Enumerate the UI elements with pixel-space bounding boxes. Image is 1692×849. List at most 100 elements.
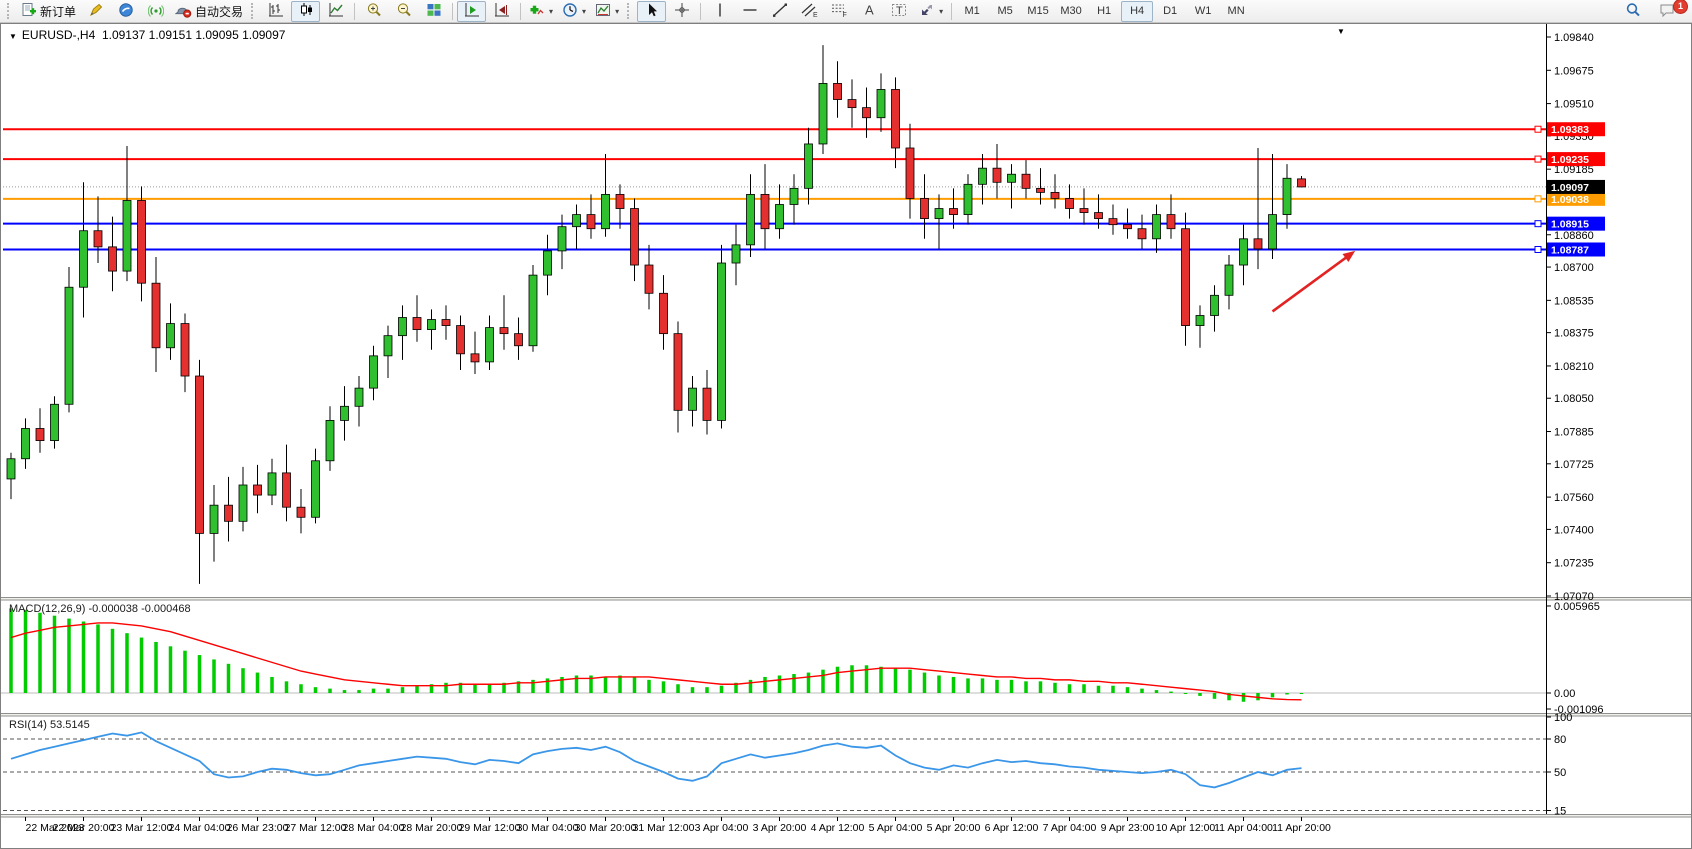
community-button[interactable] xyxy=(111,1,140,22)
timeframe-d1-button[interactable]: D1 xyxy=(1163,5,1178,17)
svg-text:1.08787: 1.08787 xyxy=(1551,244,1589,256)
timeframe-m30-button[interactable]: M30 xyxy=(1060,5,1082,17)
svg-text:11 Apr 04:00: 11 Apr 04:00 xyxy=(1214,822,1273,834)
cursor-button[interactable] xyxy=(637,0,667,22)
fibonacci-icon: F xyxy=(831,2,848,21)
templates-icon xyxy=(595,2,611,21)
svg-text:1.09185: 1.09185 xyxy=(1554,164,1594,176)
timeframe-m1-button[interactable]: M1 xyxy=(964,5,980,17)
svg-text:100: 100 xyxy=(1554,712,1572,724)
svg-text:80: 80 xyxy=(1554,734,1566,746)
text-label-icon: T xyxy=(891,2,908,21)
zoom-in-button[interactable] xyxy=(359,1,388,22)
chart-symbol-period: EURUSD-,H4 xyxy=(21,28,96,42)
svg-text:15: 15 xyxy=(1554,806,1566,818)
bar-chart-icon xyxy=(268,2,284,21)
svg-text:1.07400: 1.07400 xyxy=(1554,524,1594,536)
arrows-icon xyxy=(919,2,935,21)
svg-text:50: 50 xyxy=(1554,767,1566,779)
signals-button[interactable] xyxy=(141,1,170,22)
svg-text:1.08915: 1.08915 xyxy=(1551,219,1589,231)
community-icon xyxy=(118,2,134,21)
svg-text:0.00: 0.00 xyxy=(1554,688,1575,700)
autotrading-label: 自动交易 xyxy=(195,4,244,19)
indicators-icon xyxy=(529,2,545,21)
toolbar-grip[interactable] xyxy=(627,3,633,19)
autotrading-button[interactable]: 自动交易 xyxy=(171,1,247,22)
chart-window: ▼ EURUSD-,H4 1.09137 1.09151 1.09095 1.09… xyxy=(0,23,1692,849)
svg-text:5 Apr 20:00: 5 Apr 20:00 xyxy=(927,822,981,834)
svg-text:1.09097: 1.09097 xyxy=(1551,182,1589,194)
timeframe-w1-button[interactable]: W1 xyxy=(1194,5,1212,17)
chart-shift-button[interactable] xyxy=(487,1,516,22)
chart-title: ▼ EURUSD-,H4 1.09137 1.09151 1.09095 1.09… xyxy=(9,28,285,42)
svg-text:29 Mar 12:00: 29 Mar 12:00 xyxy=(459,822,521,834)
new-order-label: 新订单 xyxy=(40,4,77,19)
horizontal-line-button[interactable] xyxy=(735,1,764,22)
horizontal-line-icon xyxy=(742,2,758,21)
svg-text:1.09840: 1.09840 xyxy=(1554,32,1594,44)
chart-shift-icon xyxy=(494,2,510,21)
bar-chart-button[interactable] xyxy=(261,1,290,22)
timeframe-h1-button[interactable]: H1 xyxy=(1097,5,1112,17)
search-button[interactable] xyxy=(1618,1,1647,22)
dropdown-arrow-icon: ▾ xyxy=(615,6,620,16)
line-chart-button[interactable] xyxy=(321,1,350,22)
svg-text:31 Mar 12:00: 31 Mar 12:00 xyxy=(633,822,695,834)
chat-button[interactable]: 1 xyxy=(1653,0,1688,22)
tile-windows-button[interactable] xyxy=(419,1,448,22)
chart-collapse-arrow-icon[interactable]: ▼ xyxy=(1337,27,1345,36)
new-order-button[interactable]: 新订单 xyxy=(17,1,80,22)
toolbar-grip[interactable] xyxy=(7,3,13,19)
text-button[interactable]: A xyxy=(855,1,884,22)
templates-button[interactable]: ▾ xyxy=(591,1,623,22)
chart-title-arrow-icon[interactable]: ▼ xyxy=(9,32,17,41)
crosshair-button[interactable] xyxy=(667,1,696,22)
svg-text:27 Mar 12:00: 27 Mar 12:00 xyxy=(285,822,347,834)
svg-text:6 Apr 12:00: 6 Apr 12:00 xyxy=(985,822,1039,834)
vertical-line-button[interactable] xyxy=(705,1,734,22)
text-label-button[interactable]: T xyxy=(885,1,914,22)
svg-text:1.09510: 1.09510 xyxy=(1554,99,1594,111)
equidistant-channel-button[interactable]: E xyxy=(795,1,824,22)
new-order-icon xyxy=(21,2,37,21)
fibonacci-button[interactable]: F xyxy=(825,1,854,22)
rsi-indicator-label: RSI(14) 53.5145 xyxy=(9,719,90,731)
cursor-icon xyxy=(644,2,660,21)
dropdown-arrow-icon: ▾ xyxy=(939,6,944,16)
candlestick-button[interactable] xyxy=(291,0,321,22)
main-toolbar: 新订单 自动交易 xyxy=(0,0,1692,23)
periods-button[interactable]: ▾ xyxy=(558,1,590,22)
svg-text:E: E xyxy=(813,12,818,18)
timeframe-m15-button[interactable]: M15 xyxy=(1027,5,1049,17)
auto-scroll-button[interactable] xyxy=(457,0,487,22)
svg-text:11 Apr 20:00: 11 Apr 20:00 xyxy=(1272,822,1331,834)
svg-text:1.09675: 1.09675 xyxy=(1554,65,1594,77)
timeframe-h4-button[interactable]: H4 xyxy=(1121,0,1154,22)
svg-text:1.07560: 1.07560 xyxy=(1554,492,1594,504)
auto-scroll-icon xyxy=(464,2,480,21)
svg-text:1.09235: 1.09235 xyxy=(1551,154,1589,166)
chart-canvas[interactable]: 1.098401.096751.095101.093501.091851.090… xyxy=(1,24,1691,848)
zoom-out-button[interactable] xyxy=(389,1,418,22)
svg-text:3 Apr 20:00: 3 Apr 20:00 xyxy=(753,822,807,834)
toolbar-grip[interactable] xyxy=(251,3,257,19)
timeframe-m5-button[interactable]: M5 xyxy=(997,5,1013,17)
svg-text:1.08700: 1.08700 xyxy=(1554,262,1594,274)
arrows-button[interactable]: ▾ xyxy=(915,1,947,22)
dropdown-arrow-icon: ▾ xyxy=(582,6,587,16)
zoom-out-icon xyxy=(396,2,412,21)
crosshair-icon xyxy=(674,2,690,21)
text-icon: A xyxy=(862,2,877,21)
periods-icon xyxy=(562,2,578,21)
macd-indicator-label: MACD(12,26,9) -0.000038 -0.000468 xyxy=(9,603,191,615)
timeframe-mn-button[interactable]: MN xyxy=(1227,5,1245,17)
trendline-button[interactable] xyxy=(765,1,794,22)
indicators-button[interactable]: ▾ xyxy=(525,1,557,22)
trendline-icon xyxy=(772,2,788,21)
metaeditor-button[interactable] xyxy=(81,1,110,22)
svg-text:30 Mar 04:00: 30 Mar 04:00 xyxy=(517,822,579,834)
svg-text:T: T xyxy=(896,5,903,17)
svg-text:1.07070: 1.07070 xyxy=(1554,591,1594,603)
